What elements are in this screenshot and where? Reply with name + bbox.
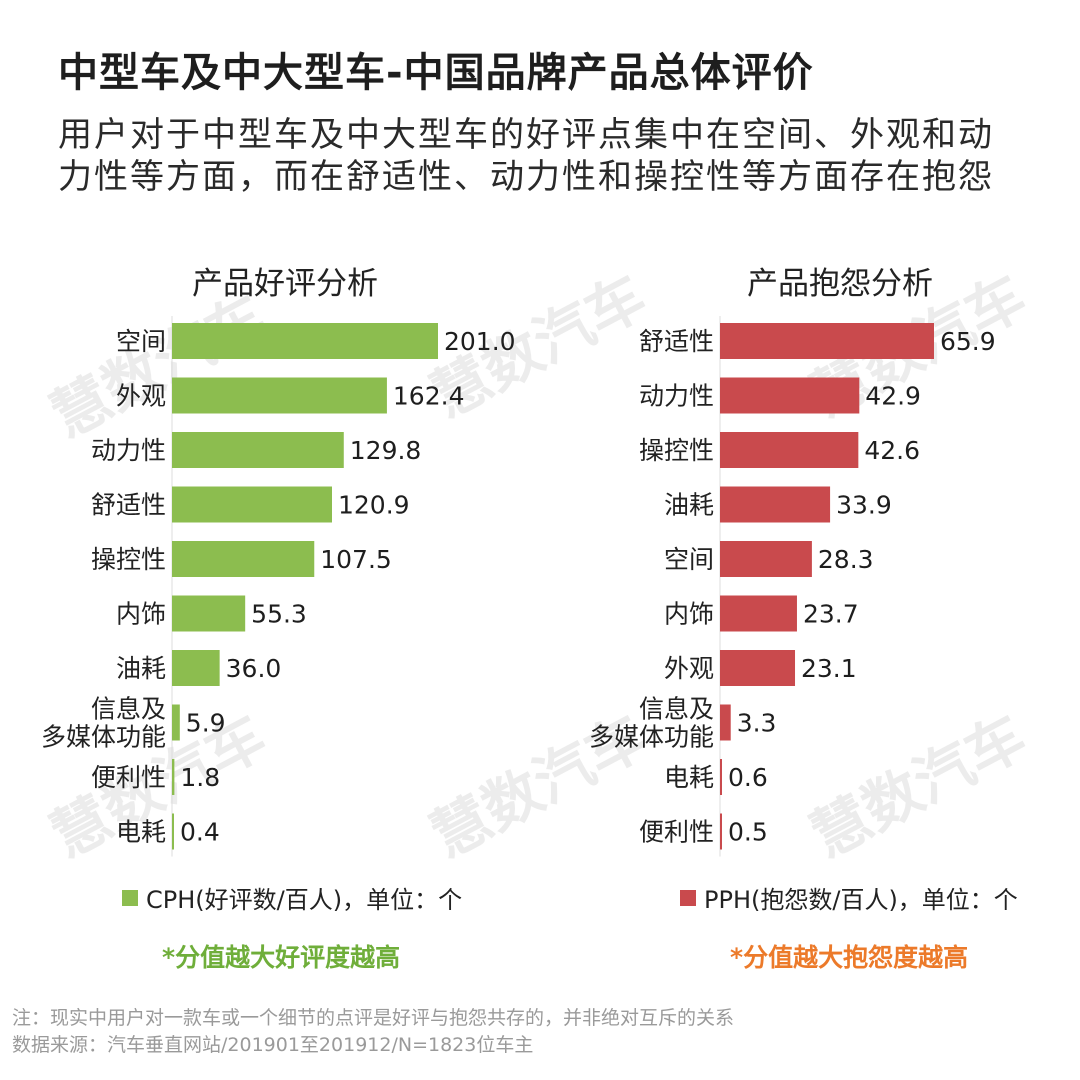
page-subtitle: 用户对于中型车及中大型车的好评点集中在空间、外观和动力性等方面，而在舒适性、动力… (58, 115, 994, 197)
page-title: 中型车及中大型车-中国品牌产品总体评价 (58, 50, 814, 96)
positive-bar (172, 377, 387, 414)
positive-bar (172, 650, 220, 686)
positive-bar-value-label: 120.9 (338, 491, 410, 520)
positive-bar (172, 323, 438, 359)
positive-category-label: 动力性 (91, 436, 166, 465)
negative-bar (720, 486, 831, 523)
negative-chart-title: 产品抱怨分析 (747, 266, 933, 302)
negative-bar-value-label: 0.6 (728, 763, 768, 792)
positive-bar-value-label: 55.3 (251, 600, 307, 629)
negative-bar (720, 432, 859, 468)
positive-bar-value-label: 5.9 (186, 709, 226, 738)
negative-category-label: 外观 (664, 654, 714, 683)
negative-bar (720, 541, 812, 577)
negative-legend: PPH(抱怨数/百人)，单位：个 (680, 880, 1018, 915)
positive-category-label: 空间 (116, 327, 166, 356)
positive-bar-value-label: 162.4 (393, 382, 465, 411)
negative-bar (720, 813, 722, 850)
negative-note: *分值越大抱怨度越高 (730, 943, 969, 972)
negative-category-label: 操控性 (639, 436, 714, 465)
positive-category-label: 信息及多媒体功能 (41, 695, 166, 752)
negative-bar (720, 595, 797, 632)
negative-category-label: 内饰 (664, 600, 714, 629)
positive-category-label: 便利性 (91, 763, 166, 792)
positive-category-label: 外观 (116, 382, 166, 411)
negative-category-label: 电耗 (664, 763, 714, 792)
positive-category-label: 舒适性 (91, 491, 166, 520)
positive-category-label: 操控性 (91, 545, 166, 574)
positive-bar-value-label: 0.4 (180, 818, 220, 847)
positive-category-label: 电耗 (116, 818, 166, 847)
negative-category-label: 舒适性 (639, 327, 714, 356)
negative-bar (720, 759, 722, 795)
negative-bar-value-label: 23.1 (801, 654, 857, 683)
positive-bar-value-label: 36.0 (226, 654, 282, 683)
positive-legend: CPH(好评数/百人)，单位：个 (122, 880, 462, 915)
footnote-line-1: 注：现实中用户对一款车或一个细节的点评是好评与抱怨共存的，并非绝对互斥的关系 (12, 1007, 735, 1029)
negative-bar-value-label: 42.6 (864, 436, 920, 465)
negative-bar-value-label: 42.9 (865, 382, 921, 411)
positive-bar (172, 759, 175, 795)
positive-bar (172, 486, 332, 523)
negative-category-label: 油耗 (664, 491, 714, 520)
negative-legend-swatch (680, 889, 696, 906)
negative-category-label: 动力性 (639, 382, 714, 411)
negative-bar (720, 377, 860, 414)
negative-category-label: 信息及多媒体功能 (589, 695, 714, 752)
negative-bar (720, 704, 731, 741)
negative-bar-value-label: 0.5 (728, 818, 768, 847)
negative-category-label: 空间 (664, 545, 714, 574)
positive-bar (172, 813, 174, 850)
negative-bar-value-label: 3.3 (737, 709, 777, 738)
positive-bar (172, 704, 180, 741)
positive-category-label: 内饰 (116, 600, 166, 629)
negative-bar (720, 323, 934, 359)
positive-bar (172, 541, 315, 577)
negative-bar-value-label: 23.7 (803, 600, 859, 629)
positive-bar-value-label: 201.0 (444, 327, 516, 356)
positive-category-label: 油耗 (116, 654, 166, 683)
positive-legend-swatch (122, 889, 138, 906)
positive-bar-value-label: 129.8 (350, 436, 422, 465)
positive-note: *分值越大好评度越高 (162, 943, 401, 972)
positive-bar (172, 595, 246, 632)
negative-category-label: 便利性 (639, 818, 714, 847)
positive-bar-value-label: 1.8 (180, 763, 220, 792)
positive-bar (172, 432, 344, 468)
footnote-line-2: 数据来源：汽车垂直网站/201901至201912/N=1823位车主 (12, 1034, 534, 1056)
positive-chart-title: 产品好评分析 (192, 266, 378, 302)
negative-legend-label: PPH(抱怨数/百人)，单位：个 (704, 886, 1018, 914)
positive-bar-value-label: 107.5 (320, 545, 392, 574)
negative-bar-value-label: 28.3 (818, 545, 874, 574)
negative-bar (720, 650, 796, 686)
positive-legend-label: CPH(好评数/百人)，单位：个 (146, 886, 463, 914)
negative-bar-value-label: 33.9 (836, 491, 892, 520)
negative-bar-value-label: 65.9 (940, 327, 996, 356)
